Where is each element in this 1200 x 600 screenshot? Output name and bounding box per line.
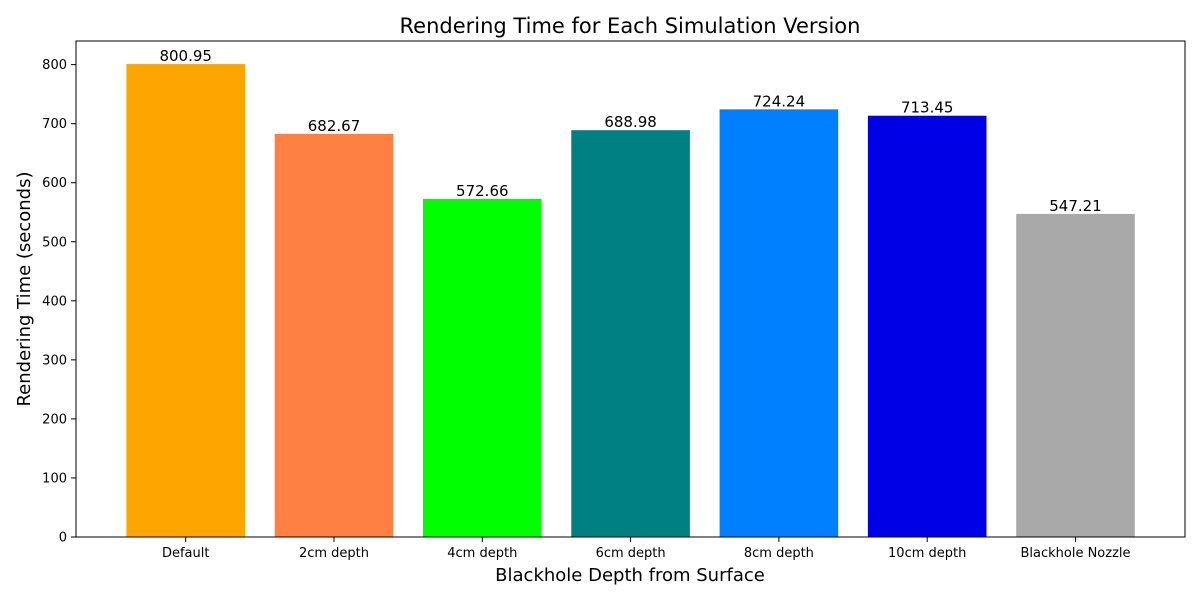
data-label-6cm-depth: 688.98 <box>604 113 657 131</box>
y-tick-label-200: 200 <box>42 412 67 427</box>
data-label-4cm-depth: 572.66 <box>456 182 509 200</box>
x-tick-label-2cm-depth: 2cm depth <box>299 546 369 561</box>
x-tick-label-default: Default <box>162 546 210 561</box>
data-label-10cm-depth: 713.45 <box>901 99 954 117</box>
y-tick-label-300: 300 <box>42 353 67 368</box>
x-tick-label-6cm-depth: 6cm depth <box>596 546 666 561</box>
y-tick-label-500: 500 <box>42 235 67 250</box>
x-tick-label-8cm-depth: 8cm depth <box>744 546 814 561</box>
data-labels-group: 800.95 682.67 572.66 688.98 724.24 713.45 547.… <box>159 47 1101 215</box>
y-tick-label-800: 800 <box>42 58 67 73</box>
data-label-default: 800.95 <box>159 47 212 65</box>
plot-frame <box>75 40 1186 538</box>
x-tick-label-10cm-depth: 10cm depth <box>888 546 966 561</box>
data-label-blackhole-nozzle: 547.21 <box>1049 197 1102 215</box>
bars-group <box>126 64 1135 538</box>
y-tick-label-100: 100 <box>42 471 67 486</box>
chart-title: Rendering Time for Each Simulation Versi… <box>400 14 861 38</box>
bar-default <box>126 64 245 537</box>
y-tick-label-0: 0 <box>59 531 67 546</box>
y-tick-label-400: 400 <box>42 294 67 309</box>
data-label-2cm-depth: 682.67 <box>308 117 361 135</box>
x-tick-label-4cm-depth: 4cm depth <box>447 546 517 561</box>
y-axis-label: Rendering Time (seconds) <box>14 171 35 406</box>
bar-10cm-depth <box>867 115 987 537</box>
bar-blackhole-nozzle <box>1016 213 1135 537</box>
y-axis: 0 100 200 300 400 500 600 700 800 <box>42 58 76 546</box>
y-tick-label-700: 700 <box>42 117 67 132</box>
bar-2cm-depth <box>274 133 394 537</box>
bar-6cm-depth <box>571 130 690 538</box>
x-axis: Default 2cm depth 4cm depth 6cm depth 8cm de… <box>162 537 1131 561</box>
x-axis-label: Blackhole Depth from Surface <box>495 565 765 586</box>
data-label-8cm-depth: 724.24 <box>753 92 806 110</box>
bar-4cm-depth <box>423 198 542 538</box>
bar-8cm-depth <box>719 109 839 537</box>
y-tick-label-600: 600 <box>42 176 67 191</box>
x-tick-label-blackhole-nozzle: Blackhole Nozzle <box>1020 546 1130 561</box>
